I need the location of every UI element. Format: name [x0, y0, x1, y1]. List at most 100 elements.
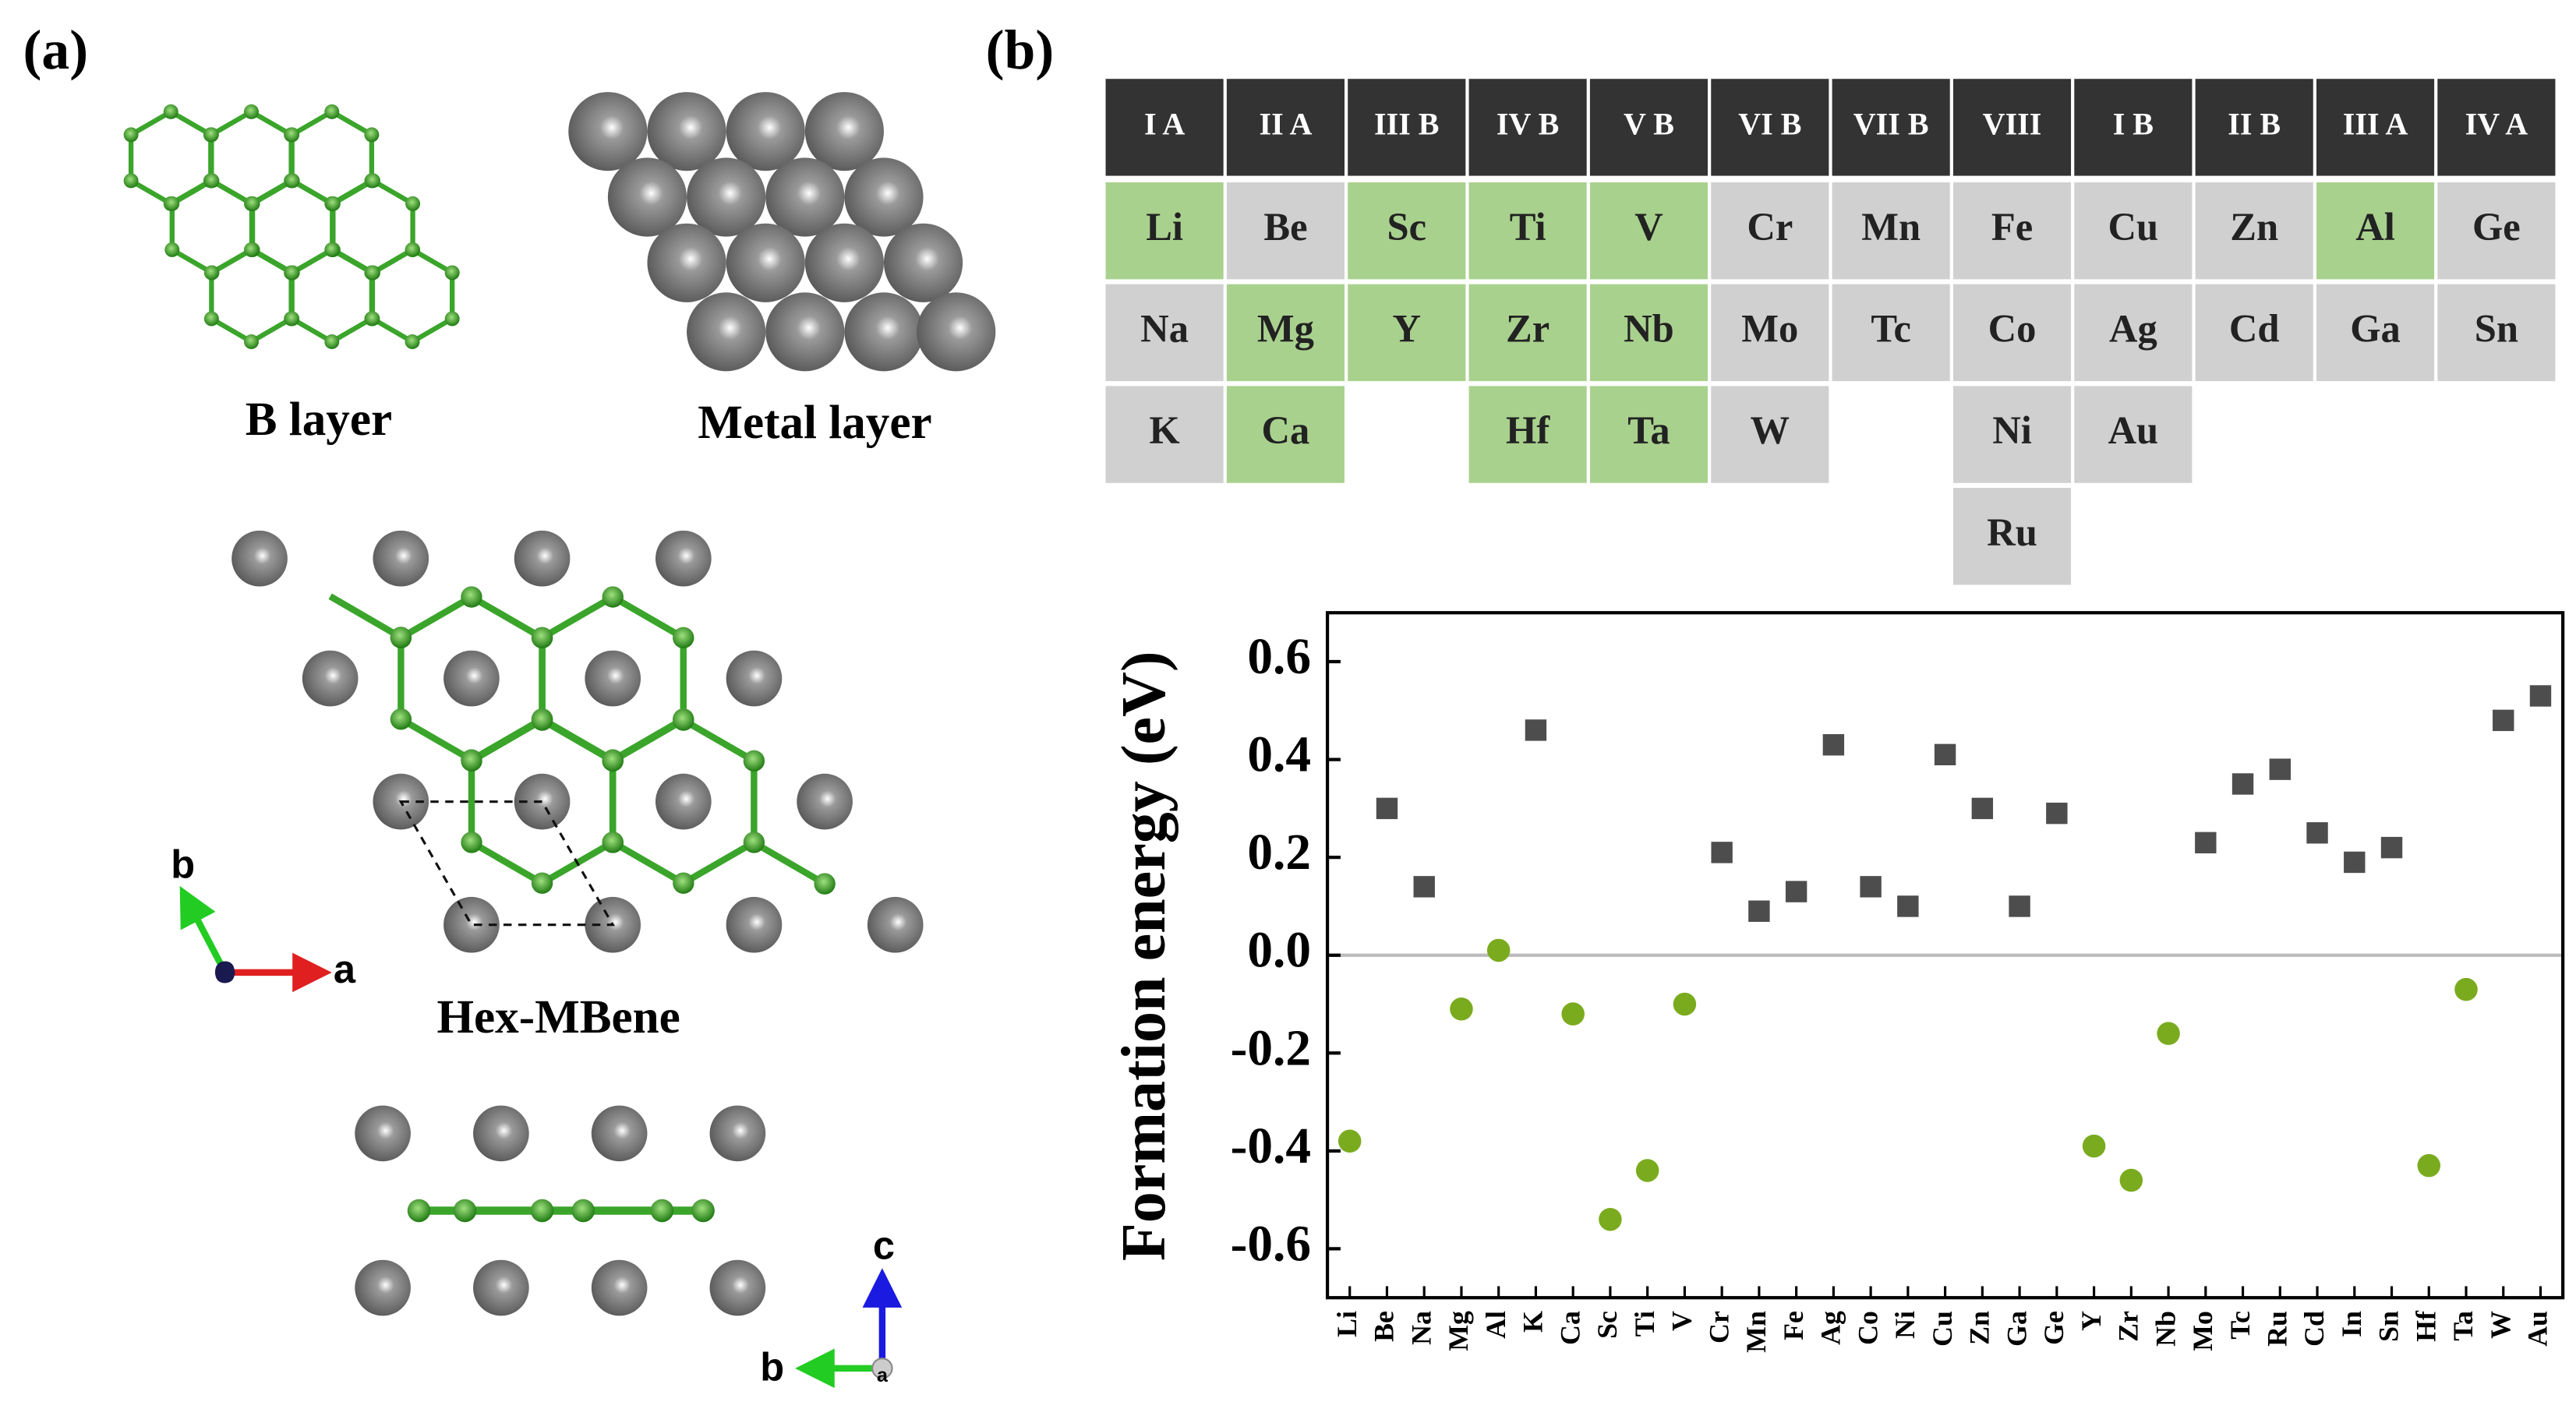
circle-marker [1337, 1129, 1362, 1153]
square-marker [1971, 797, 1994, 820]
b-atom [284, 265, 300, 281]
metal-atom [844, 292, 924, 372]
element-symbol: Ca [1262, 408, 1310, 452]
b-atom [405, 196, 421, 211]
metal-atom [726, 650, 783, 707]
element-cell [2437, 284, 2556, 382]
y-axis-label: Formation energy (eV) [1110, 651, 1178, 1261]
b-atom [123, 127, 139, 143]
x-tick-label: Ca [1554, 1311, 1585, 1345]
element-symbol: Au [2108, 408, 2159, 452]
table-header-cell [1832, 79, 1950, 176]
metal-atom [687, 292, 766, 372]
square-marker [2344, 851, 2366, 874]
table-header: III B [1374, 107, 1439, 142]
metal-atom [655, 773, 712, 830]
axis-letter: b [760, 1344, 784, 1389]
element-symbol: Cr [1747, 205, 1793, 249]
axes-side: c b a [760, 1223, 903, 1389]
boron-network [328, 586, 836, 895]
axis-letter: c [873, 1223, 895, 1267]
square-marker [1860, 876, 1882, 898]
element-cell [1105, 386, 1224, 483]
element-cell [2316, 182, 2435, 280]
x-tick-label: Mg [1443, 1311, 1474, 1351]
element-symbol: Na [1140, 306, 1189, 350]
x-tick-label: Mn [1740, 1311, 1772, 1353]
metal-atom [443, 650, 500, 707]
panel-label: (b) [986, 19, 1055, 81]
element-symbol: Sn [2475, 306, 2518, 350]
element-cell [1952, 488, 2072, 585]
table-header-cell [1952, 79, 2072, 176]
b-atom [284, 127, 300, 143]
square-marker [1785, 881, 1807, 902]
b-atom [164, 242, 180, 257]
square-marker [1711, 842, 1733, 863]
metal-atom [607, 157, 687, 237]
element-symbol: Cu [2108, 205, 2159, 249]
table-header-cell [1348, 79, 1466, 176]
metal-atom [797, 773, 853, 830]
x-tick-label: K [1518, 1311, 1549, 1333]
element-cell [2074, 386, 2193, 483]
b-atom [407, 1199, 431, 1223]
b-atom [444, 265, 460, 281]
element-cell [1468, 386, 1587, 483]
b-atom [461, 832, 482, 853]
y-tick-label: 0.2 [1247, 825, 1311, 881]
table-header: I B [2113, 107, 2154, 142]
b-atom [461, 586, 482, 608]
circle-marker [2157, 1022, 2180, 1045]
metal-atom [765, 157, 845, 237]
element-cell [1711, 182, 1829, 280]
element-symbol: Cd [2229, 306, 2280, 350]
b-atom [324, 334, 340, 349]
element-symbol: Ga [2350, 306, 2401, 350]
x-tick-label: Zr [2113, 1311, 2144, 1342]
element-cell [1226, 386, 1345, 483]
x-tick-label: Hf [2410, 1310, 2441, 1342]
b-atom [204, 173, 220, 189]
element-cell [1589, 284, 1708, 382]
y-tick-label: 0.4 [1247, 727, 1311, 783]
metal-atom [591, 1105, 648, 1162]
b-atom [244, 104, 259, 119]
axes-top: b c a [171, 842, 356, 993]
x-tick-label: Ga [2001, 1311, 2032, 1347]
b-atom [531, 627, 553, 648]
y-tick-label: -0.4 [1231, 1118, 1311, 1174]
element-symbol: Ge [2472, 205, 2521, 249]
table-header: V B [1624, 107, 1674, 142]
boron-network [123, 104, 460, 349]
square-marker [2046, 802, 2068, 825]
x-tick-label: Fe [1778, 1311, 1809, 1340]
element-cell [2316, 284, 2435, 382]
element-cell [2437, 182, 2556, 280]
square-marker [1934, 743, 1956, 766]
square-marker [2269, 758, 2291, 780]
x-tick-label: W [2485, 1311, 2516, 1339]
element-cell [1711, 284, 1829, 382]
b-atom [461, 750, 482, 772]
b-atom [203, 127, 219, 143]
x-tick-label: Na [1405, 1311, 1436, 1345]
element-symbol: W [1751, 408, 1790, 452]
b-atom [163, 104, 178, 119]
metal-atom [355, 1105, 411, 1162]
x-tick-label: Tc [2224, 1311, 2256, 1340]
metal-atom [804, 223, 884, 302]
circle-marker [1486, 938, 1511, 962]
b-atom [284, 173, 300, 189]
element-cell [1226, 182, 1345, 280]
circle-marker [1450, 998, 1473, 1021]
table-header: II B [2228, 107, 2281, 142]
x-tick-label: Cd [2299, 1311, 2330, 1347]
metal-atom [687, 157, 766, 237]
b-atom [814, 873, 836, 895]
circle-marker [2119, 1168, 2143, 1192]
square-marker [1822, 734, 1845, 756]
b-atom [743, 750, 765, 772]
x-tick-label: Sn [2373, 1311, 2405, 1342]
b-atom [743, 832, 765, 853]
